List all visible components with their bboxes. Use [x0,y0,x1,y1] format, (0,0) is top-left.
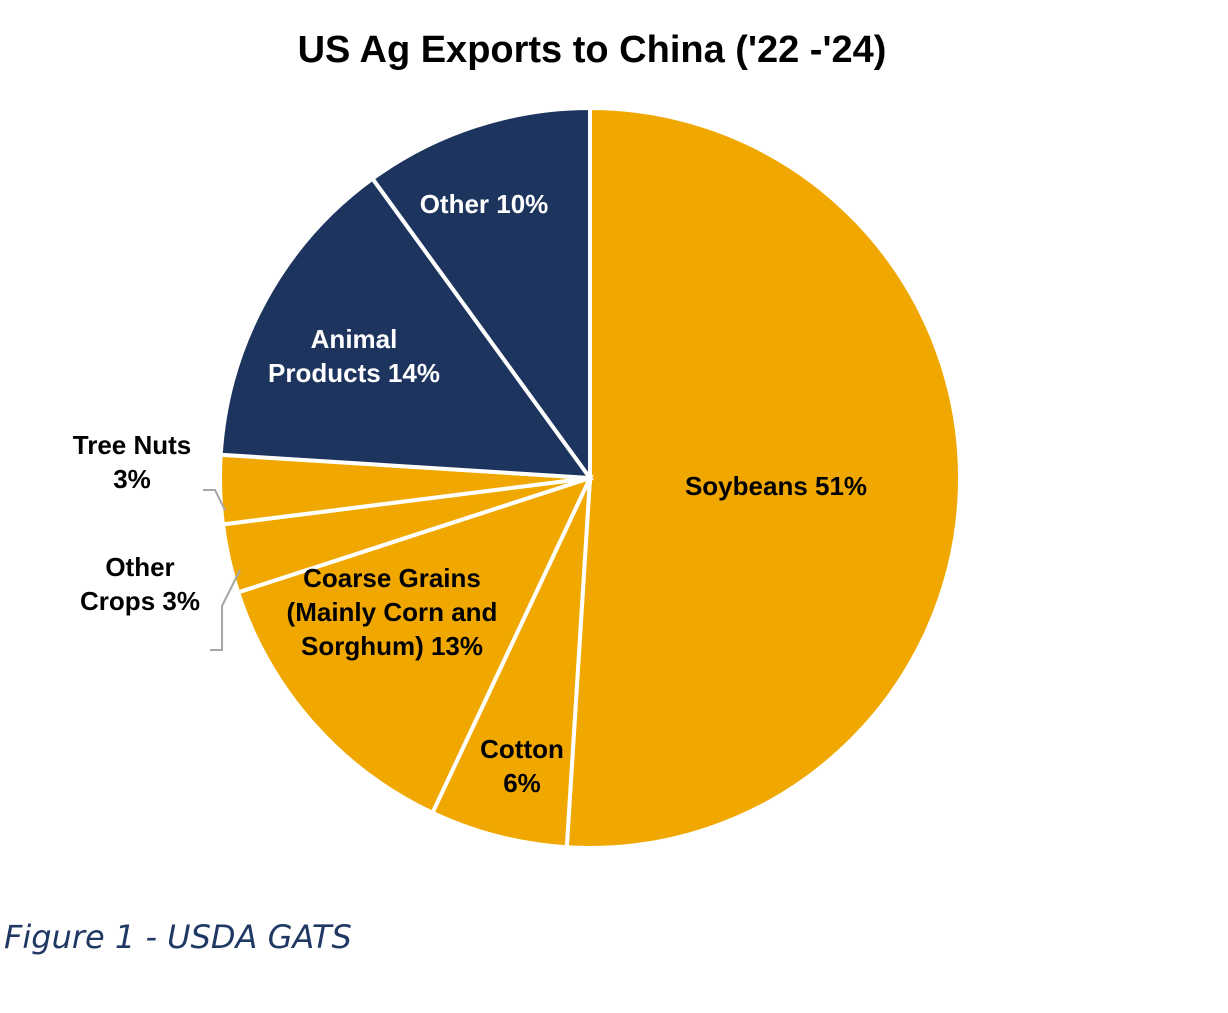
figure-caption: Figure 1 - USDA GATS [4,918,352,956]
pie-slices [218,105,962,850]
pie-slice-soybeans [564,105,962,850]
pie-slice-cotton [429,477,592,850]
slice-label-tree-nuts: Tree Nuts 3% [73,430,192,494]
leader-line-tree-nuts [203,489,226,511]
pie-slice-animal-products [218,175,595,481]
slice-label-animal-products: Animal Products 14% [268,324,440,388]
leader-line-other-crops [210,569,241,651]
leader-lines [203,489,241,651]
chart-title: US Ag Exports to China ('22 -'24) [298,29,887,71]
slice-label-soybeans: Soybeans 51% [685,471,867,501]
slice-label-other-crops: Other Crops 3% [80,552,200,616]
pie-slice-other [369,105,592,485]
slice-label-other: Other 10% [420,189,549,219]
slice-label-cotton: Cotton 6% [480,734,564,798]
pie-slice-coarse-grains-mainly-corn-and-sorghum [235,474,594,816]
slice-labels: Soybeans 51% Cotton 6% Coarse Grains (Mainly… [73,189,867,798]
slice-label-coarse-grains-mainly-corn-and-sorghum: Coarse Grains (Mainly Corn and Sorghum) 13… [287,563,498,661]
